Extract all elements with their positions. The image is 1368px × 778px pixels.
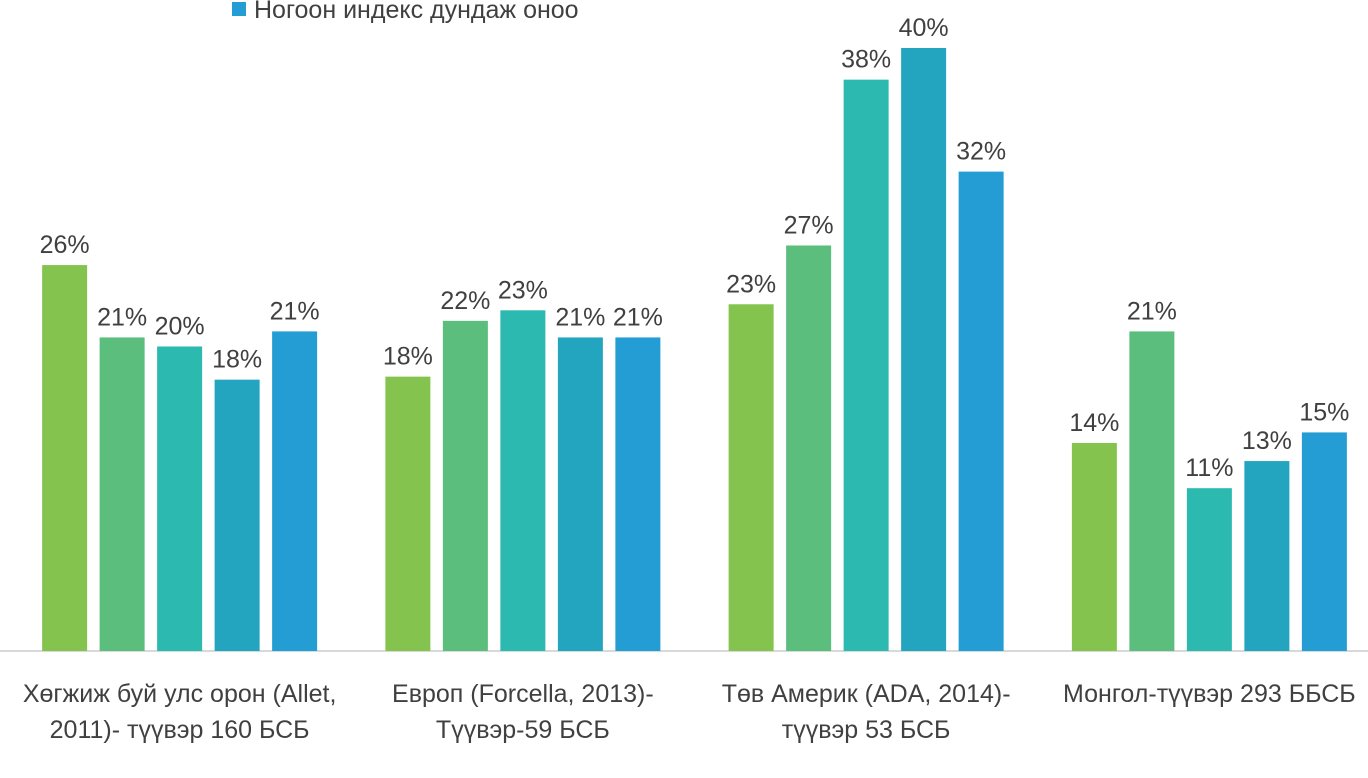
data-label: 26% bbox=[40, 231, 90, 259]
bar bbox=[272, 331, 318, 651]
data-label: 23% bbox=[498, 276, 548, 304]
data-label: 38% bbox=[841, 46, 891, 74]
bar bbox=[615, 337, 661, 651]
bar bbox=[843, 79, 889, 652]
bar bbox=[1186, 488, 1232, 651]
data-label: 22% bbox=[440, 287, 490, 315]
bar bbox=[1244, 461, 1290, 651]
bar bbox=[157, 346, 203, 651]
bar bbox=[1071, 442, 1117, 651]
data-label: 21% bbox=[270, 297, 320, 325]
legend-swatch bbox=[232, 2, 246, 16]
data-label: 18% bbox=[212, 346, 262, 374]
bar bbox=[99, 337, 145, 651]
x-tick-label: Хөгжиж буй улс орон (Allet, 2011)- түүвэ… bbox=[22, 680, 337, 744]
data-label: 27% bbox=[784, 211, 834, 239]
bar bbox=[786, 245, 832, 652]
bar bbox=[442, 320, 488, 651]
x-tick-label: Төв Америк (ADA, 2014)-түүвэр 53 БСБ bbox=[721, 680, 1011, 744]
data-label: 15% bbox=[1299, 398, 1349, 426]
data-label: 32% bbox=[956, 138, 1006, 166]
x-tick-label: Европ (Forcella, 2013)-Түүвэр-59 БСБ bbox=[392, 680, 654, 744]
legend-label: Ногоон индекс дундаж оноо bbox=[254, 0, 579, 24]
data-label: 40% bbox=[899, 14, 949, 42]
x-tick-label: Монгол-түүвэр 293 ББСБ bbox=[1063, 680, 1356, 708]
data-label: 11% bbox=[1185, 454, 1233, 482]
data-label: 21% bbox=[1127, 297, 1177, 325]
data-label: 23% bbox=[726, 270, 776, 298]
data-label: 21% bbox=[613, 303, 663, 331]
data-label: 21% bbox=[555, 303, 605, 331]
bar bbox=[901, 48, 947, 651]
data-label: 20% bbox=[155, 312, 205, 340]
data-label: 14% bbox=[1069, 409, 1119, 437]
bar bbox=[557, 337, 603, 651]
bar bbox=[42, 265, 88, 651]
bar bbox=[1301, 432, 1347, 651]
bar bbox=[728, 304, 774, 651]
bar bbox=[958, 171, 1004, 652]
data-label: 18% bbox=[383, 343, 433, 371]
data-label: 21% bbox=[97, 303, 147, 331]
bar bbox=[214, 379, 260, 651]
data-label: 13% bbox=[1242, 427, 1292, 455]
bar bbox=[385, 376, 431, 651]
bar bbox=[500, 310, 546, 651]
bar bbox=[1129, 331, 1175, 651]
